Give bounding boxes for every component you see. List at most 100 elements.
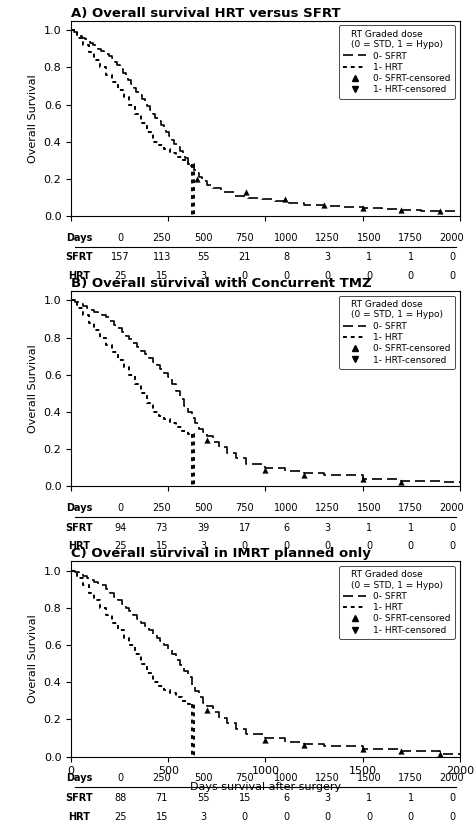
Text: 25: 25	[114, 811, 127, 821]
Text: 3: 3	[200, 541, 206, 551]
Text: 1: 1	[366, 253, 372, 263]
Text: 73: 73	[155, 523, 168, 533]
Text: 0: 0	[242, 271, 248, 281]
Text: 1250: 1250	[315, 233, 340, 243]
Text: 0: 0	[449, 793, 455, 803]
Text: SFRT: SFRT	[65, 523, 93, 533]
Text: 88: 88	[114, 793, 127, 803]
Point	[301, 739, 308, 752]
Text: 0: 0	[366, 811, 372, 821]
Text: 0: 0	[449, 271, 455, 281]
Text: C) Overall survival in IMRT planned only: C) Overall survival in IMRT planned only	[71, 547, 371, 560]
Text: Days: Days	[66, 233, 92, 243]
Text: 250: 250	[153, 503, 171, 513]
Text: 15: 15	[155, 271, 168, 281]
Text: 0: 0	[283, 811, 289, 821]
Point	[359, 201, 366, 214]
Text: 55: 55	[197, 793, 210, 803]
Legend: 0- SFRT, 1- HRT, 0- SFRT-censored, 1- HRT-censored: 0- SFRT, 1- HRT, 0- SFRT-censored, 1- HR…	[339, 295, 455, 369]
Text: Days: Days	[66, 773, 92, 783]
Text: 94: 94	[114, 523, 127, 533]
Text: 3: 3	[325, 253, 331, 263]
Text: 1: 1	[408, 253, 414, 263]
Y-axis label: Overall Survival: Overall Survival	[28, 615, 38, 703]
Point	[281, 193, 289, 206]
Text: 750: 750	[236, 773, 254, 783]
Text: 2000: 2000	[440, 773, 465, 783]
Point	[203, 433, 211, 446]
Point	[262, 463, 269, 476]
Text: 3: 3	[325, 793, 331, 803]
Legend: 0- SFRT, 1- HRT, 0- SFRT-censored, 1- HRT-censored: 0- SFRT, 1- HRT, 0- SFRT-censored, 1- HR…	[339, 565, 455, 639]
Text: 1500: 1500	[357, 503, 382, 513]
Text: A) Overall survival HRT versus SFRT: A) Overall survival HRT versus SFRT	[71, 7, 341, 20]
Text: 1750: 1750	[398, 233, 423, 243]
Text: 0: 0	[242, 811, 248, 821]
Text: 0: 0	[242, 541, 248, 551]
Text: 0: 0	[408, 271, 414, 281]
Text: 2000: 2000	[440, 233, 465, 243]
Text: SFRT: SFRT	[65, 253, 93, 263]
Text: 750: 750	[236, 503, 254, 513]
Text: 1000: 1000	[274, 773, 299, 783]
Y-axis label: Overall Survival: Overall Survival	[28, 344, 38, 433]
Point	[437, 205, 444, 219]
Text: 0: 0	[117, 503, 123, 513]
Text: 500: 500	[194, 773, 212, 783]
Text: 2000: 2000	[440, 503, 465, 513]
Point	[242, 185, 250, 198]
Text: 1: 1	[366, 523, 372, 533]
Text: SFRT: SFRT	[65, 793, 93, 803]
Y-axis label: Overall Survival: Overall Survival	[28, 74, 38, 163]
Text: 250: 250	[153, 773, 171, 783]
Text: 0: 0	[366, 271, 372, 281]
Text: 1000: 1000	[274, 233, 299, 243]
Point	[193, 173, 201, 186]
Text: 25: 25	[114, 541, 127, 551]
Point	[359, 472, 366, 485]
Text: 0: 0	[366, 541, 372, 551]
Text: 157: 157	[111, 253, 130, 263]
Legend: 0- SFRT, 1- HRT, 0- SFRT-censored, 1- HRT-censored: 0- SFRT, 1- HRT, 0- SFRT-censored, 1- HR…	[339, 25, 455, 98]
Text: 0: 0	[325, 811, 331, 821]
Text: HRT: HRT	[68, 811, 90, 821]
Text: 8: 8	[283, 253, 289, 263]
Text: 1: 1	[366, 793, 372, 803]
Text: 1: 1	[408, 523, 414, 533]
Point	[398, 744, 405, 757]
X-axis label: Days survival after surgery: Days survival after surgery	[190, 781, 341, 791]
Text: 39: 39	[197, 523, 210, 533]
Text: 3: 3	[325, 523, 331, 533]
Text: 0: 0	[117, 233, 123, 243]
Point	[359, 742, 366, 756]
Text: 1: 1	[408, 793, 414, 803]
Text: 1750: 1750	[398, 773, 423, 783]
Text: 0: 0	[449, 811, 455, 821]
Text: 0: 0	[408, 811, 414, 821]
Text: 15: 15	[238, 793, 251, 803]
Text: 0: 0	[449, 253, 455, 263]
Text: HRT: HRT	[68, 541, 90, 551]
Text: 0: 0	[283, 271, 289, 281]
Text: 750: 750	[236, 233, 254, 243]
Text: 25: 25	[114, 271, 127, 281]
Text: B) Overall survival with Concurrent TMZ: B) Overall survival with Concurrent TMZ	[71, 277, 372, 290]
Text: 1500: 1500	[357, 773, 382, 783]
Text: 3: 3	[200, 271, 206, 281]
Text: 6: 6	[283, 793, 289, 803]
Text: 15: 15	[155, 541, 168, 551]
Text: 15: 15	[155, 811, 168, 821]
Text: 500: 500	[194, 503, 212, 513]
Text: 1500: 1500	[357, 233, 382, 243]
Text: 0: 0	[283, 541, 289, 551]
Text: 55: 55	[197, 253, 210, 263]
Text: 0: 0	[408, 541, 414, 551]
Text: 113: 113	[153, 253, 171, 263]
Text: 17: 17	[238, 523, 251, 533]
Point	[437, 747, 444, 761]
Text: 0: 0	[325, 541, 331, 551]
Text: 21: 21	[238, 253, 251, 263]
Text: HRT: HRT	[68, 271, 90, 281]
Text: 1250: 1250	[315, 773, 340, 783]
Text: 3: 3	[200, 811, 206, 821]
